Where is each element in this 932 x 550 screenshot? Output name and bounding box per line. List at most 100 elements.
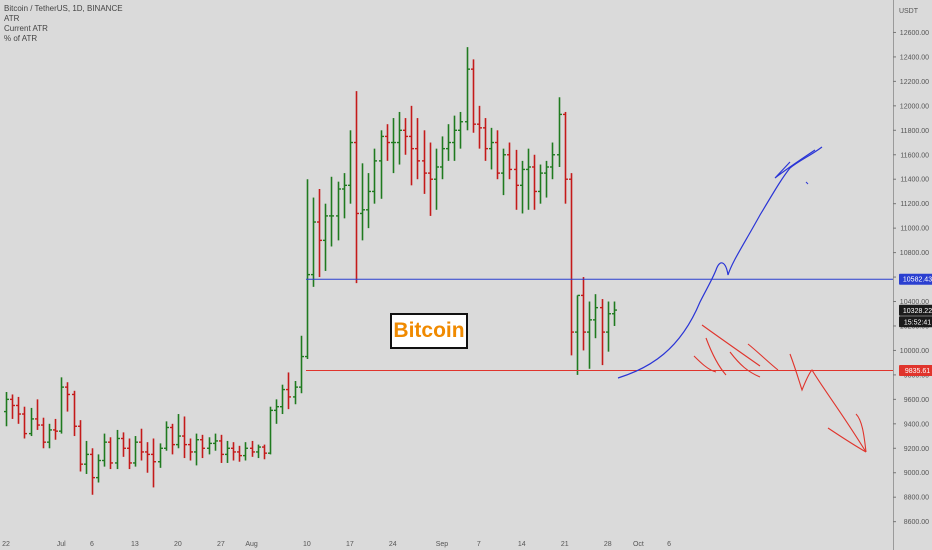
ohlc-bar: [170, 423, 175, 455]
y-tick-label: 10000.00: [900, 348, 929, 355]
ohlc-bar: [422, 130, 427, 194]
ohlc-bar: [397, 111, 402, 165]
ohlc-bar: [293, 381, 298, 405]
x-tick-label: 27: [217, 541, 225, 548]
ohlc-bar: [403, 118, 408, 155]
ohlc-bar: [243, 442, 248, 461]
ohlc-bar: [489, 127, 494, 170]
ohlc-bar: [268, 406, 273, 455]
ohlc-bar: [4, 392, 9, 427]
ohlc-bar: [10, 394, 15, 419]
ohlc-bar: [127, 438, 132, 470]
ohlc-bar: [507, 142, 512, 180]
x-tick-label: 7: [477, 541, 481, 548]
ohlc-bar: [90, 448, 95, 495]
svg-text:9835.61: 9835.61: [905, 368, 930, 375]
y-tick-label: 9400.00: [904, 421, 929, 428]
ohlc-bar: [158, 443, 163, 468]
ohlc-bar: [121, 432, 126, 457]
ohlc-bar: [495, 130, 500, 180]
ohlc-bar: [329, 176, 334, 247]
ohlc-bar: [526, 148, 531, 210]
bitcoin-label-box: Bitcoin: [390, 313, 468, 349]
x-tick-label: Aug: [245, 541, 258, 548]
ohlc-bar: [280, 384, 285, 415]
ohlc-bar: [237, 445, 242, 462]
ohlc-bar: [550, 142, 555, 180]
ohlc-bar: [483, 118, 488, 161]
ohlc-bar: [53, 418, 58, 440]
blue-mark: [805, 181, 809, 185]
y-tick-label: 10400.00: [900, 299, 929, 306]
x-tick-label: 22: [2, 541, 10, 548]
svg-text:10328.22: 10328.22: [903, 308, 932, 315]
y-tick-label: 11800.00: [900, 128, 929, 135]
ohlc-bar: [452, 115, 457, 161]
ohlc-bar: [532, 154, 537, 210]
ohlc-bar: [477, 105, 482, 149]
x-tick-label: 6: [90, 541, 94, 548]
ohlc-bar: [409, 105, 414, 186]
ohlc-bar: [434, 148, 439, 210]
ohlc-bar: [471, 59, 476, 133]
x-tick-label: Oct: [633, 541, 644, 548]
x-tick-label: Sep: [436, 541, 449, 548]
y-tick-label: 12400.00: [900, 54, 929, 61]
ohlc-bar: [593, 294, 598, 339]
ohlc-bar: [360, 163, 365, 241]
ohlc-bar: [250, 440, 255, 457]
ohlc-bar: [385, 124, 390, 161]
ohlc-bar: [391, 118, 396, 174]
ohlc-bar: [569, 173, 574, 356]
drawings: [617, 146, 867, 453]
red-projection-1: [701, 324, 761, 378]
support-price-tag: 9835.61: [899, 365, 932, 377]
ohlc-bar: [379, 130, 384, 199]
ohlc-bar: [342, 173, 347, 219]
ohlc-bar: [188, 438, 193, 461]
ohlc-bar: [194, 433, 199, 466]
x-tick-label: 14: [518, 541, 526, 548]
ohlc-bar: [29, 407, 34, 437]
ohlc-bar: [520, 160, 525, 214]
svg-text:10582.43: 10582.43: [903, 277, 932, 284]
ohlc-bar: [102, 433, 107, 467]
ohlc-bar: [348, 130, 353, 204]
x-tick-label: 24: [389, 541, 397, 548]
y-tick-label: 12600.00: [900, 30, 929, 37]
ohlc-bar: [96, 454, 101, 483]
ohlc-bar: [575, 294, 580, 375]
ohlc-bar: [428, 142, 433, 216]
candles: [4, 47, 617, 495]
ohlc-bar: [612, 301, 617, 326]
currency-label: USDT: [899, 8, 919, 15]
ohlc-bar: [366, 173, 371, 229]
y-tick-label: 11400.00: [900, 177, 929, 184]
y-tick-label: 8600.00: [904, 519, 929, 526]
x-tick-label: 10: [303, 541, 311, 548]
ohlc-bar: [458, 111, 463, 149]
ohlc-bar: [600, 299, 605, 366]
x-tick-label: Jul: [57, 541, 66, 548]
ohlc-bar: [305, 179, 310, 359]
y-tick-label: 12000.00: [900, 103, 929, 110]
time-axis[interactable]: 22 Jul 6 13 20 27 Aug 10 17 24 Sep 7 14 21 28 Oct 6: [2, 541, 671, 548]
ohlc-bar: [286, 372, 291, 410]
ohlc-bar: [336, 181, 341, 241]
current-price-tag: 10328.22: [899, 304, 932, 316]
x-tick-label: 13: [131, 541, 139, 548]
ohlc-bar: [72, 390, 77, 437]
x-tick-label: 28: [604, 541, 612, 548]
ohlc-bar: [200, 434, 205, 459]
ohlc-bar: [415, 118, 420, 180]
ohlc-bar: [219, 434, 224, 463]
ohlc-bar: [115, 429, 120, 470]
ohlc-bar: [59, 377, 64, 434]
ohlc-bar: [41, 417, 46, 449]
y-tick-label: 9000.00: [904, 470, 929, 477]
x-tick-label: 20: [174, 541, 182, 548]
y-tick-label: 11600.00: [900, 152, 929, 159]
indicator-current-atr: Current ATR: [4, 24, 48, 33]
